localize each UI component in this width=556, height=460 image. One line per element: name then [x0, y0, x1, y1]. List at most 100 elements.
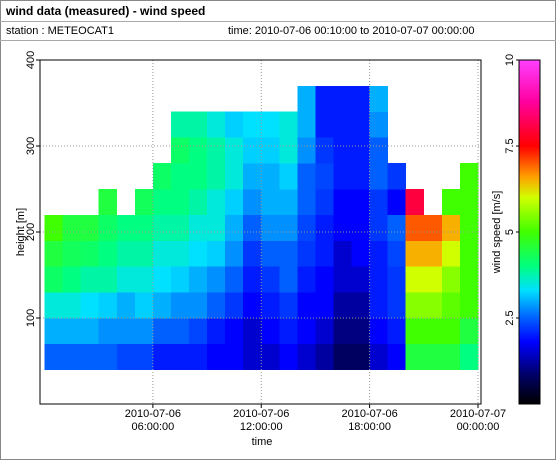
- heat-cell: [315, 318, 334, 345]
- heat-cell: [459, 292, 479, 319]
- heat-cell: [62, 318, 81, 345]
- heat-cell: [134, 189, 154, 216]
- heat-cell: [207, 343, 226, 370]
- heat-cell: [261, 189, 280, 216]
- heat-cell: [243, 318, 262, 345]
- heat-cell: [351, 318, 370, 345]
- heat-cell: [152, 292, 172, 319]
- x-tick-label: 2010-07-07 00:00:00: [449, 408, 507, 433]
- heat-cell: [152, 240, 172, 267]
- heat-cell: [459, 214, 479, 241]
- heat-cell: [459, 318, 479, 345]
- heat-cell: [80, 292, 99, 319]
- heat-cell: [441, 292, 461, 319]
- heat-cell: [423, 214, 443, 241]
- heat-cell: [44, 318, 63, 345]
- heat-cell: [116, 214, 136, 241]
- heat-cell: [351, 214, 370, 241]
- heat-cell: [369, 266, 388, 293]
- heat-cell: [207, 240, 226, 267]
- heat-cell: [207, 318, 226, 345]
- heat-cell: [423, 292, 443, 319]
- heat-cell: [170, 240, 190, 267]
- heat-cell: [189, 189, 208, 216]
- x-axis-label: time: [252, 436, 273, 448]
- heat-cell: [261, 163, 280, 190]
- heat-cell: [243, 163, 262, 190]
- heat-cell: [423, 343, 443, 370]
- heat-cell: [134, 292, 154, 319]
- heat-cell: [279, 240, 298, 267]
- station: station : METEOCAT1: [6, 25, 114, 37]
- heat-cell: [297, 111, 316, 138]
- heat-cell: [441, 318, 461, 345]
- heat-cell: [98, 214, 118, 241]
- x-tick-label: 2010-07-06 06:00:00: [124, 408, 182, 433]
- heat-cell: [315, 292, 334, 319]
- heat-cell: [225, 189, 244, 216]
- heat-cell: [152, 343, 172, 370]
- heat-cell: [297, 343, 316, 370]
- heat-cell: [225, 214, 244, 241]
- heat-cell: [441, 343, 461, 370]
- heat-cell: [207, 214, 226, 241]
- heat-cell: [62, 292, 81, 319]
- heat-cell: [387, 214, 407, 241]
- heat-cell: [405, 266, 425, 293]
- heat-cell: [279, 214, 298, 241]
- heat-cell: [44, 292, 63, 319]
- heat-cell: [333, 240, 352, 267]
- heat-cell: [243, 137, 262, 164]
- heat-cell: [405, 318, 425, 345]
- heat-cell: [297, 266, 316, 293]
- heat-cell: [387, 163, 407, 190]
- heat-cell: [333, 214, 352, 241]
- x-tick-label: 2010-07-06 18:00:00: [341, 408, 398, 433]
- heat-cell: [315, 240, 334, 267]
- heat-cell: [369, 240, 388, 267]
- heat-cell: [207, 266, 226, 293]
- heat-cell: [297, 318, 316, 345]
- heat-cell: [80, 318, 99, 345]
- heat-cell: [207, 163, 226, 190]
- heat-cell: [351, 266, 370, 293]
- heat-cell: [62, 240, 81, 267]
- heat-cell: [189, 137, 208, 164]
- heat-cell: [405, 189, 425, 216]
- heat-cell: [351, 343, 370, 370]
- heat-cell: [80, 266, 99, 293]
- heat-cell: [297, 85, 316, 112]
- heat-cell: [297, 137, 316, 164]
- heat-cell: [134, 318, 154, 345]
- heat-cell: [369, 111, 388, 138]
- heat-cell: [441, 266, 461, 293]
- heat-cell: [134, 240, 154, 267]
- heat-cell: [441, 240, 461, 267]
- heat-cell: [152, 266, 172, 293]
- heat-cell: [423, 266, 443, 293]
- heat-cell: [225, 137, 244, 164]
- heat-cell: [243, 343, 262, 370]
- heat-cell: [369, 343, 388, 370]
- colorbar: [518, 59, 541, 405]
- heat-cell: [189, 163, 208, 190]
- heat-cell: [152, 189, 172, 216]
- time-range: time: 2010-07-06 00:10:00 to 2010-07-07 …: [228, 25, 474, 37]
- heat-cell: [279, 292, 298, 319]
- heat-cell: [189, 214, 208, 241]
- heat-cell: [98, 343, 118, 370]
- heat-cell: [44, 266, 63, 293]
- heat-cell: [62, 266, 81, 293]
- heat-cell: [225, 318, 244, 345]
- chart-title: wind data (measured) - wind speed: [5, 4, 205, 18]
- heat-cell: [243, 266, 262, 293]
- heat-cell: [261, 343, 280, 370]
- heat-cell: [405, 214, 425, 241]
- heat-cell: [369, 189, 388, 216]
- heat-cell: [333, 189, 352, 216]
- heat-cell: [297, 240, 316, 267]
- heat-cell: [333, 163, 352, 190]
- heat-cell: [116, 240, 136, 267]
